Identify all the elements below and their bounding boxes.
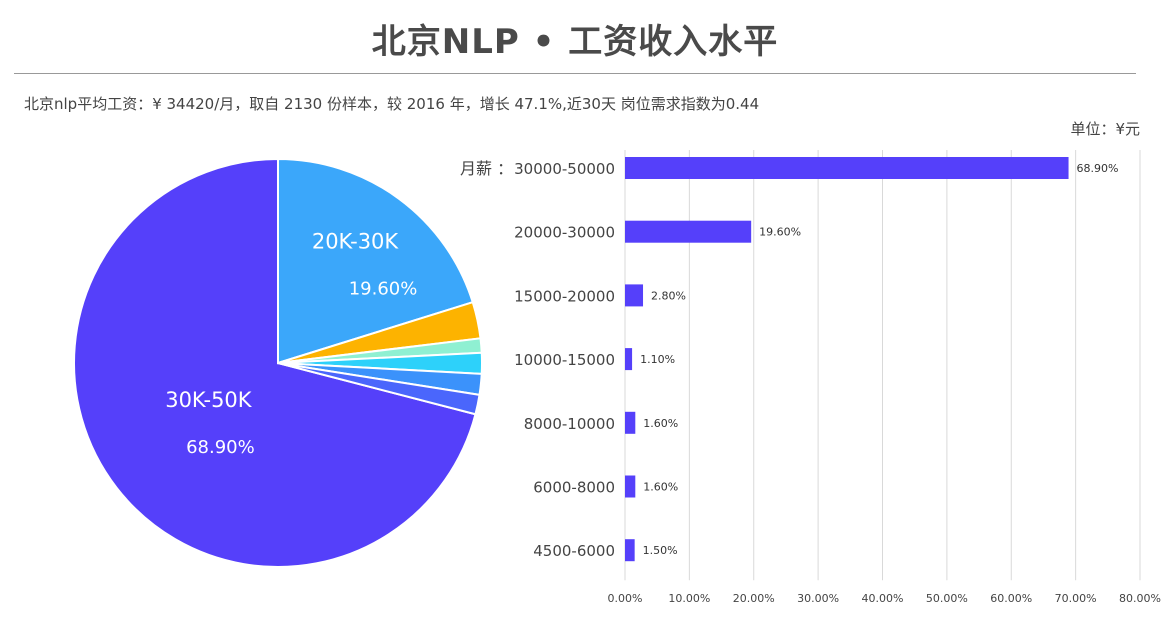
x-tick-label: 50.00% xyxy=(926,592,968,605)
salary-pie-chart: 30K-50K 68.90% 20K-30K 19.60% xyxy=(73,157,483,568)
bar-value-label: 1.60% xyxy=(643,417,678,430)
pie-slice-label: 20K-30K xyxy=(312,229,400,253)
pie-slice xyxy=(73,157,477,568)
x-tick-label: 70.00% xyxy=(1055,592,1097,605)
pie-slice-label: 30K-50K xyxy=(165,388,253,412)
bar-value-label: 1.10% xyxy=(640,353,675,366)
pie-slice-value: 68.90% xyxy=(186,437,255,458)
category-label: 15000-20000 xyxy=(514,287,615,305)
salary-bar xyxy=(625,220,752,243)
bar-value-label: 2.80% xyxy=(651,289,686,302)
salary-bar xyxy=(625,475,636,498)
bar-value-label: 19.60% xyxy=(759,226,801,239)
summary-text: 北京nlp平均工资：¥ 34420/月，取自 2130 份样本，较 2016 年… xyxy=(24,95,760,113)
x-tick-label: 0.00% xyxy=(608,592,643,605)
pie-slice-value: 19.60% xyxy=(349,278,418,299)
bar-value-label: 68.90% xyxy=(1077,162,1119,175)
page-title: 北京NLP • 工资收入水平 xyxy=(371,22,779,62)
salary-bar xyxy=(625,348,633,371)
x-tick-label: 10.00% xyxy=(668,592,710,605)
unit-label: 单位：¥元 xyxy=(1070,120,1140,138)
salary-bar-chart: 0.00% 10.00% 20.00% 30.00% 40.00% 50.00% 60.00… xyxy=(514,150,1161,605)
bar-value-label: 1.60% xyxy=(643,481,678,494)
title-divider xyxy=(14,73,1136,74)
salary-bar xyxy=(625,539,635,562)
bar-value-label: 1.50% xyxy=(643,544,678,557)
x-tick-label: 60.00% xyxy=(990,592,1032,605)
x-tick-label: 40.00% xyxy=(862,592,904,605)
salary-bar xyxy=(625,157,1069,179)
salary-axis-label: 月薪 ： xyxy=(460,159,514,178)
x-tick-label: 80.00% xyxy=(1119,592,1161,605)
category-label: 8000-10000 xyxy=(524,415,615,433)
x-tick-label: 20.00% xyxy=(733,592,775,605)
category-label: 30000-50000 xyxy=(514,160,615,178)
salary-bar xyxy=(625,284,644,307)
x-tick-label: 30.00% xyxy=(797,592,839,605)
category-label: 20000-30000 xyxy=(514,224,615,242)
category-label: 4500-6000 xyxy=(533,542,615,560)
category-label: 10000-15000 xyxy=(514,351,615,369)
pie-slice xyxy=(277,362,481,416)
category-label: 6000-8000 xyxy=(533,479,615,497)
salary-bar xyxy=(625,411,636,434)
pie-slice xyxy=(277,157,474,365)
